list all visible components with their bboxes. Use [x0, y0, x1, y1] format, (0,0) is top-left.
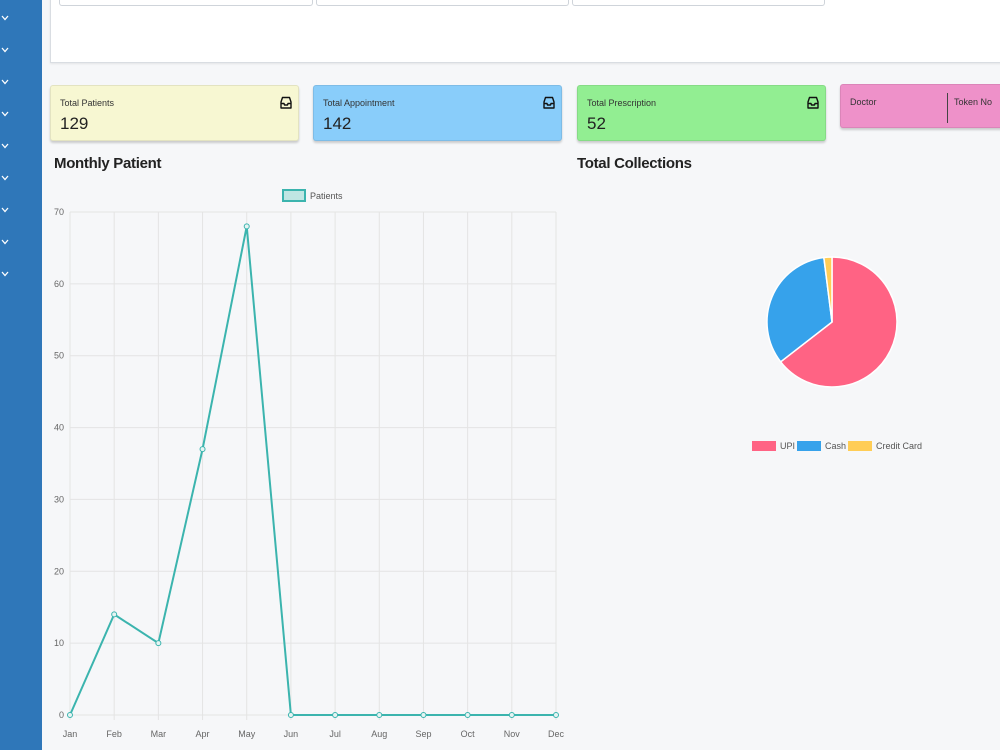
- x-tick-label: Sep: [415, 729, 431, 739]
- total-appointment-label: Total Appointment: [323, 98, 395, 108]
- filter-field-1[interactable]: [59, 0, 313, 6]
- filter-field-2[interactable]: [316, 0, 569, 6]
- x-tick-label: Feb: [106, 729, 122, 739]
- data-point: [243, 223, 250, 230]
- total-patients-card[interactable]: Total Patients 129: [50, 85, 299, 141]
- data-point: [376, 712, 383, 718]
- card-divider: [947, 93, 948, 123]
- y-tick-label: 0: [59, 710, 64, 720]
- legend-swatch-cash: [797, 441, 821, 451]
- legend-swatch-upi: [752, 441, 776, 451]
- chevron-down-icon[interactable]: [0, 237, 10, 247]
- total-patients-value: 129: [60, 114, 89, 133]
- chevron-down-icon[interactable]: [0, 269, 10, 279]
- data-point: [67, 712, 73, 718]
- total-prescription-value: 52: [587, 114, 606, 133]
- y-tick-label: 70: [54, 207, 64, 217]
- data-point: [287, 712, 294, 718]
- chevron-down-icon[interactable]: [0, 77, 10, 87]
- chevron-down-icon[interactable]: [0, 173, 10, 183]
- x-tick-label: Aug: [371, 729, 387, 739]
- data-point: [332, 712, 339, 718]
- x-tick-label: Apr: [196, 729, 210, 739]
- total-appointment-card[interactable]: Total Appointment 142: [313, 85, 562, 141]
- filter-panel: [50, 0, 1000, 63]
- total-prescription-card[interactable]: Total Prescription 52: [577, 85, 826, 141]
- y-tick-label: 30: [54, 494, 64, 504]
- sidebar: [0, 0, 42, 750]
- data-point: [464, 712, 471, 718]
- pie-slice-upi: [779, 256, 898, 388]
- doctor-token-card[interactable]: Doctor Token No: [840, 84, 1000, 128]
- legend-label-credit-card: Credit Card: [876, 441, 922, 451]
- legend-swatch-patients: [282, 189, 306, 202]
- pie-slice-credit-card: [823, 256, 833, 323]
- filter-field-3[interactable]: [572, 0, 825, 6]
- data-point: [155, 640, 162, 647]
- chevron-down-icon[interactable]: [0, 45, 10, 55]
- total-patients-label: Total Patients: [60, 98, 115, 108]
- y-tick-label: 50: [54, 351, 64, 361]
- y-tick-label: 10: [54, 638, 64, 648]
- x-tick-label: Jan: [63, 729, 78, 739]
- x-tick-label: Oct: [461, 729, 476, 739]
- data-point: [508, 712, 515, 718]
- y-tick-label: 20: [54, 566, 64, 576]
- chevron-down-icon[interactable]: [0, 205, 10, 215]
- inbox-icon: [543, 96, 555, 109]
- total-collections-title: Total Collections: [577, 155, 692, 172]
- x-tick-label: Mar: [151, 729, 167, 739]
- pie-slice-cash: [766, 256, 833, 363]
- x-tick-label: Jun: [284, 729, 299, 739]
- y-tick-label: 40: [54, 423, 64, 433]
- data-point: [420, 712, 427, 718]
- x-tick-label: Nov: [504, 729, 521, 739]
- x-tick-label: May: [238, 729, 256, 739]
- series-line-patients: [69, 226, 556, 716]
- data-point: [111, 611, 118, 618]
- x-tick-label: Dec: [548, 729, 565, 739]
- chevron-down-icon[interactable]: [0, 141, 10, 151]
- monthly-patient-title: Monthly Patient: [54, 155, 162, 172]
- token-no-label: Token No: [954, 97, 993, 107]
- legend-label-cash: Cash: [825, 441, 846, 451]
- legend-label-upi: UPI: [780, 441, 795, 451]
- y-tick-label: 60: [54, 279, 64, 289]
- chevron-down-icon[interactable]: [0, 109, 10, 119]
- data-point: [553, 712, 559, 718]
- doctor-label: Doctor: [850, 97, 877, 107]
- total-appointment-value: 142: [323, 114, 352, 133]
- chevron-down-icon[interactable]: [0, 13, 10, 23]
- legend-swatch-credit-card: [848, 441, 872, 451]
- total-prescription-label: Total Prescription: [587, 98, 657, 108]
- legend-label-patients: Patients: [310, 191, 343, 201]
- inbox-icon: [807, 96, 819, 109]
- x-tick-label: Jul: [329, 729, 341, 739]
- inbox-icon: [280, 96, 292, 109]
- data-point: [199, 446, 206, 453]
